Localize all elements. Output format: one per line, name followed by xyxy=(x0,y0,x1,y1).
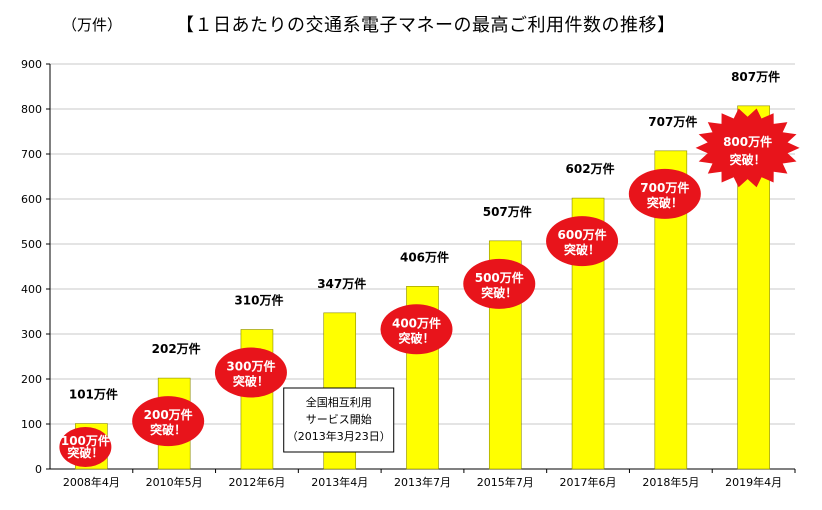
data-label: 101万件 xyxy=(69,387,118,402)
y-tick-label: 600 xyxy=(21,193,42,206)
data-label: 202万件 xyxy=(152,341,201,356)
x-tick-label: 2010年5月 xyxy=(146,475,203,489)
badge-text-line2: 突破！ xyxy=(233,374,269,389)
x-tick-label: 2015年7月 xyxy=(477,475,534,489)
x-tick-label: 2018年5月 xyxy=(642,475,699,489)
milestone-badge xyxy=(59,427,112,467)
annotation-line: サービス開始 xyxy=(306,412,372,426)
badge-text-line1: 100万件 xyxy=(61,433,110,448)
annotation-box xyxy=(283,387,395,453)
badge-text-line2: 突破！ xyxy=(481,285,517,300)
chart-title: 【１日あたりの交通系電子マネーの最高ご利用件数の推移】 xyxy=(176,15,676,36)
milestone-badge xyxy=(463,258,536,309)
badge-text-line2: 突破！ xyxy=(564,242,600,257)
x-tick-label: 2017年6月 xyxy=(560,475,617,489)
data-label: 707万件 xyxy=(648,114,697,129)
badge-text-line2: 突破！ xyxy=(150,422,186,437)
y-axis-unit-label: （万件） xyxy=(62,16,123,34)
y-tick-label: 200 xyxy=(21,373,42,386)
badge-text-line1: 300万件 xyxy=(226,359,275,374)
data-label: 807万件 xyxy=(731,69,780,84)
y-tick-label: 400 xyxy=(21,283,42,296)
y-tick-label: 100 xyxy=(21,418,42,431)
x-tick-label: 2013年4月 xyxy=(311,475,368,489)
data-label: 507万件 xyxy=(483,204,532,219)
badge-text-line2: 突破！ xyxy=(730,152,766,167)
badge-text-line2: 突破！ xyxy=(398,330,434,345)
y-tick-label: 500 xyxy=(21,238,42,251)
data-label: 310万件 xyxy=(234,293,283,308)
y-tick-label: 0 xyxy=(35,463,42,476)
badge-text-line1: 700万件 xyxy=(640,180,689,195)
badge-text-line1: 800万件 xyxy=(723,134,772,149)
data-label: 347万件 xyxy=(317,276,366,291)
badge-text-line1: 500万件 xyxy=(475,270,524,285)
y-tick-label: 900 xyxy=(21,58,42,71)
milestone-badge xyxy=(380,304,453,355)
y-tick-label: 800 xyxy=(21,103,42,116)
milestone-badge xyxy=(214,347,287,398)
x-tick-label: 2008年4月 xyxy=(63,475,120,489)
badge-text-line1: 200万件 xyxy=(144,407,193,422)
badge-text-line1: 600万件 xyxy=(558,227,607,242)
annotation-line: 全国相互利用 xyxy=(306,395,372,409)
y-tick-label: 700 xyxy=(21,148,42,161)
milestone-badge-burst xyxy=(695,108,800,188)
badge-text-line2: 突破！ xyxy=(67,445,103,460)
y-tick-label: 300 xyxy=(21,328,42,341)
x-tick-label: 2012年6月 xyxy=(228,475,285,489)
badge-text-line2: 突破！ xyxy=(647,195,683,210)
milestone-badge xyxy=(132,396,205,447)
x-tick-label: 2019年4月 xyxy=(725,475,782,489)
data-label: 602万件 xyxy=(566,161,615,176)
milestone-badge xyxy=(628,168,701,219)
data-label: 406万件 xyxy=(400,249,449,264)
milestone-badge xyxy=(546,216,619,267)
x-tick-label: 2013年7月 xyxy=(394,475,451,489)
annotation-line: （2013年3月23日） xyxy=(287,429,391,443)
badge-text-line1: 400万件 xyxy=(392,315,441,330)
